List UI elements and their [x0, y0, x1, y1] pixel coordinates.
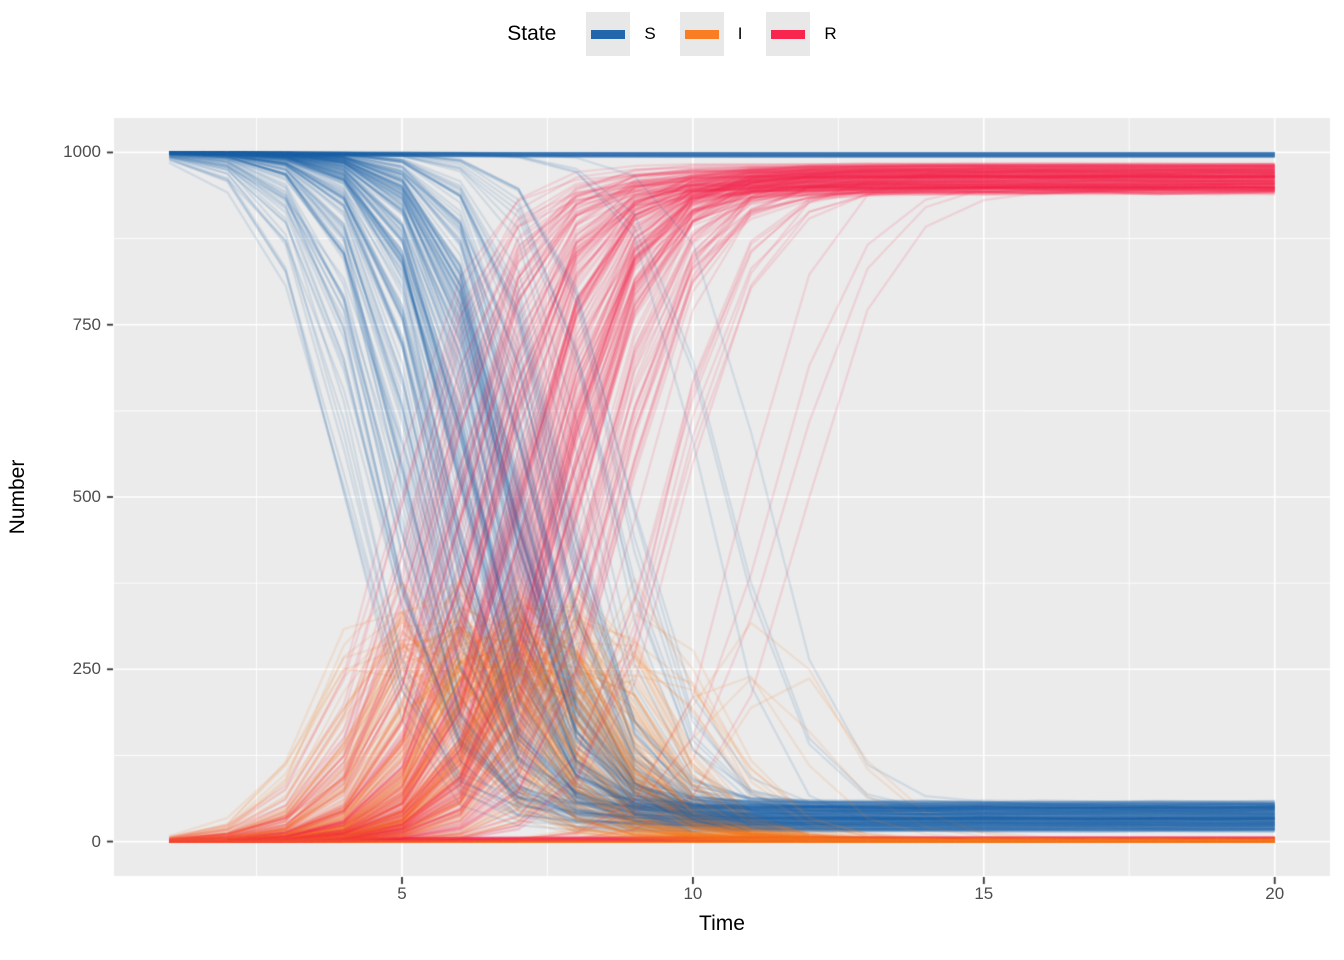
y-tick-label: 0 — [91, 831, 101, 851]
legend-label-r: R — [824, 24, 837, 43]
legend-item-s: S — [586, 12, 656, 56]
r-line-swatch-icon — [771, 29, 806, 39]
legend-item-r: R — [766, 12, 837, 56]
x-tick-label: 5 — [397, 884, 407, 903]
legend-key-r — [766, 12, 811, 56]
y-tick-label: 250 — [72, 659, 101, 679]
i-line-swatch-icon — [684, 29, 719, 39]
legend: State S I R — [0, 12, 1344, 56]
legend-key-s — [586, 12, 631, 56]
s-line-swatch-icon — [591, 29, 626, 39]
y-tick-label: 500 — [72, 487, 101, 506]
legend-label-i: I — [737, 24, 743, 43]
x-tick-label: 15 — [974, 884, 994, 903]
legend-title: State — [507, 22, 557, 45]
x-tick-label: 20 — [1265, 884, 1285, 903]
legend-key-i — [679, 12, 724, 56]
x-axis-title: Time — [699, 912, 745, 935]
y-tick-label: 1000 — [63, 142, 101, 162]
x-tick-label: 10 — [683, 884, 703, 903]
legend-label-s: S — [644, 24, 656, 43]
y-tick-label: 750 — [72, 314, 101, 334]
legend-item-i: I — [679, 12, 743, 56]
